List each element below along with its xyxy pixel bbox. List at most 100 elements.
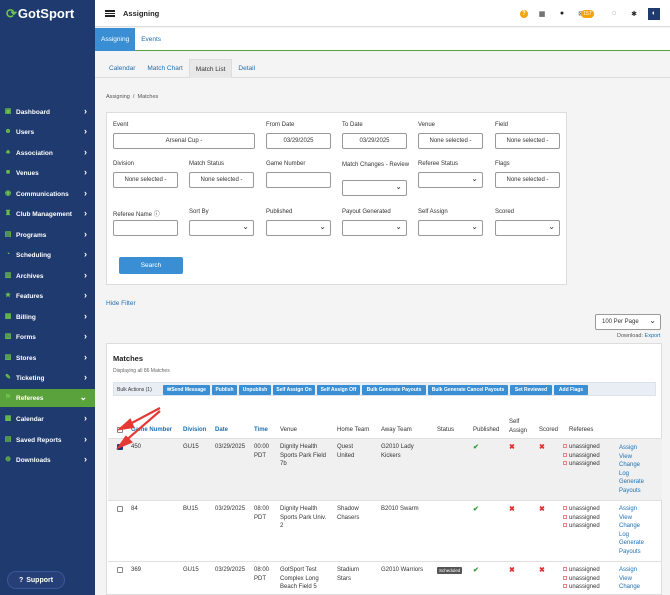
sidebar-item-ticketing[interactable]: ✎ Ticketing › xyxy=(5,372,87,382)
self-assign-select[interactable] xyxy=(418,220,483,236)
search-button[interactable]: Search xyxy=(119,257,183,274)
sidebar-item-calendar[interactable]: ▩ Calendar › xyxy=(4,413,87,423)
scored-select[interactable] xyxy=(495,220,560,236)
sidebar-item-stores[interactable]: ▨ Stores › xyxy=(4,352,87,362)
apps-grid-icon[interactable]: ▦ xyxy=(538,10,546,18)
bulk-send-message-button[interactable]: ✉ Send Message xyxy=(163,385,210,395)
flags-select[interactable]: None selected - xyxy=(495,172,560,188)
tab-detail[interactable]: Detail xyxy=(238,65,256,72)
game-number-input[interactable] xyxy=(266,172,331,188)
generate-payouts-link[interactable]: Generate Payouts xyxy=(619,540,645,555)
tab-match-chart[interactable]: Match Chart xyxy=(147,65,183,72)
bulk-bulk-generate-payouts-button[interactable]: Bulk Generate Payouts xyxy=(362,385,426,395)
field-select[interactable]: None selected - xyxy=(495,133,560,149)
time: 08:00 PDT xyxy=(254,506,270,521)
referee-status-select[interactable] xyxy=(418,172,483,188)
sidebar-item-venues[interactable]: ■ Venues › xyxy=(5,167,87,177)
col-date[interactable]: Date xyxy=(215,427,229,433)
sidebar-item-dashboard[interactable]: ▣ Dashboard › xyxy=(4,106,87,116)
bulk-self-assign-off-button[interactable]: Self Assign Off xyxy=(317,385,360,395)
sidebar-item-billing[interactable]: ▦ Billing › xyxy=(4,311,87,321)
col-time[interactable]: Time xyxy=(254,427,268,433)
scored-label: Scored xyxy=(495,209,515,215)
table-row-highlight xyxy=(108,438,662,500)
sidebar-item-saved-reports[interactable]: ▤ Saved Reports › xyxy=(4,434,87,444)
view-link[interactable]: View xyxy=(619,575,632,582)
filter-panel: Event Arsenal Cup - From Date 03/29/2025… xyxy=(106,112,567,285)
sidebar-item-programs[interactable]: ▤ Programs › xyxy=(4,229,87,239)
to-date-input[interactable]: 03/29/2025 xyxy=(342,133,407,149)
sidebar-item-forms[interactable]: ▧ Forms › xyxy=(4,331,87,341)
col-game-number[interactable]: Game Number xyxy=(131,427,173,433)
assign-link[interactable]: Assign xyxy=(619,567,638,573)
assign-link[interactable]: Assign xyxy=(619,506,638,512)
association-icon: ♣ xyxy=(5,149,11,156)
user-avatar-icon[interactable]: ◐ xyxy=(648,7,660,20)
sidebar-item-club-management[interactable]: ♜ Club Management › xyxy=(4,208,87,218)
event-select[interactable]: Arsenal Cup - xyxy=(113,133,255,149)
support-button[interactable]: ? Support xyxy=(7,571,65,589)
bulk-unpublish-button[interactable]: Unpublish xyxy=(239,385,271,395)
sidebar-item-archives[interactable]: ▥ Archives › xyxy=(4,270,87,280)
gotsport-logo[interactable]: ⟳ GotSport xyxy=(6,5,75,22)
match-status-select[interactable]: None selected - xyxy=(189,172,254,188)
bulk-set-reviewed-button[interactable]: Set Reviewed xyxy=(510,385,552,395)
export-link[interactable]: Export xyxy=(644,333,661,339)
chevron-right-icon: › xyxy=(84,208,87,218)
gear-icon[interactable]: ✱ xyxy=(631,10,637,18)
hamburger-menu-icon[interactable] xyxy=(105,9,115,17)
downloads-icon: ⊕ xyxy=(5,456,11,463)
change-link[interactable]: Change xyxy=(619,584,641,590)
assign-link[interactable]: Assign xyxy=(619,445,638,451)
programs-icon: ▤ xyxy=(4,231,12,238)
primary-tabs: Assigning Events xyxy=(95,28,670,51)
bulk-publish-button[interactable]: Publish xyxy=(212,385,237,395)
tab-match-list[interactable]: Match List xyxy=(188,59,233,78)
tab-assigning[interactable]: Assigning xyxy=(95,28,136,51)
col-division[interactable]: Division xyxy=(183,427,207,433)
published-select[interactable] xyxy=(266,220,331,236)
row-checkbox[interactable] xyxy=(117,506,123,512)
hide-filter-link[interactable]: Hide Filter xyxy=(106,300,136,307)
calendar-icon: ▩ xyxy=(4,415,12,422)
sidebar-item-features[interactable]: ★ Features › xyxy=(4,290,87,300)
row-checkbox[interactable] xyxy=(117,567,123,573)
match-changes-select[interactable] xyxy=(342,180,407,196)
mail-icon[interactable]: ✉157 xyxy=(576,8,596,20)
bulk-self-assign-on-button[interactable]: Self Assign On xyxy=(273,385,315,395)
select-all-checkbox[interactable] xyxy=(117,427,123,433)
chat-icon[interactable]: ◌ xyxy=(611,10,617,17)
from-date-input[interactable]: 03/29/2025 xyxy=(266,133,331,149)
view-link[interactable]: View xyxy=(619,453,632,460)
change-log-link[interactable]: Change Log xyxy=(619,523,641,538)
chevron-right-icon: › xyxy=(84,126,87,136)
col-venue: Venue xyxy=(280,427,298,433)
breadcrumb-root[interactable]: Assigning xyxy=(106,94,130,100)
tab-calendar[interactable]: Calendar xyxy=(109,65,136,72)
division-select[interactable]: None selected - xyxy=(113,172,178,188)
help-icon[interactable]: ? xyxy=(520,9,528,18)
generate-payouts-link[interactable]: Generate Payouts xyxy=(619,479,645,494)
from-date-label: From Date xyxy=(266,122,295,128)
per-page-select[interactable]: 100 Per Page xyxy=(595,314,661,330)
bulk-bulk-generate-cancel-payouts-button[interactable]: Bulk Generate Cancel Payouts xyxy=(428,385,508,395)
chevron-right-icon: › xyxy=(84,270,87,280)
sort-by-select[interactable] xyxy=(189,220,254,236)
sidebar-item-communications[interactable]: ◉ Communications › xyxy=(4,188,87,198)
venue-select[interactable]: None selected - xyxy=(418,133,483,149)
bulk-add-flags-button[interactable]: Add Flags xyxy=(554,385,588,395)
row-checkbox[interactable] xyxy=(117,444,123,450)
person-icon[interactable]: ● xyxy=(559,10,565,17)
referee-name-input[interactable] xyxy=(113,220,178,236)
chevron-right-icon: › xyxy=(84,331,87,341)
sidebar-item-referees[interactable]: ⚑ Referees ⌄ xyxy=(0,389,95,407)
change-log-link[interactable]: Change Log xyxy=(619,462,641,477)
view-link[interactable]: View xyxy=(619,514,632,521)
sidebar-item-users[interactable]: ☻ Users › xyxy=(4,126,87,136)
sidebar-item-downloads[interactable]: ⊕ Downloads › xyxy=(5,454,87,464)
sidebar-item-association[interactable]: ♣ Association › xyxy=(5,147,87,157)
payout-generated-select[interactable] xyxy=(342,220,407,236)
tab-events[interactable]: Events xyxy=(141,36,162,43)
sidebar-item-scheduling[interactable]: ◔ Scheduling › xyxy=(5,249,87,259)
logo-mark-icon: ⟳ xyxy=(6,5,17,21)
